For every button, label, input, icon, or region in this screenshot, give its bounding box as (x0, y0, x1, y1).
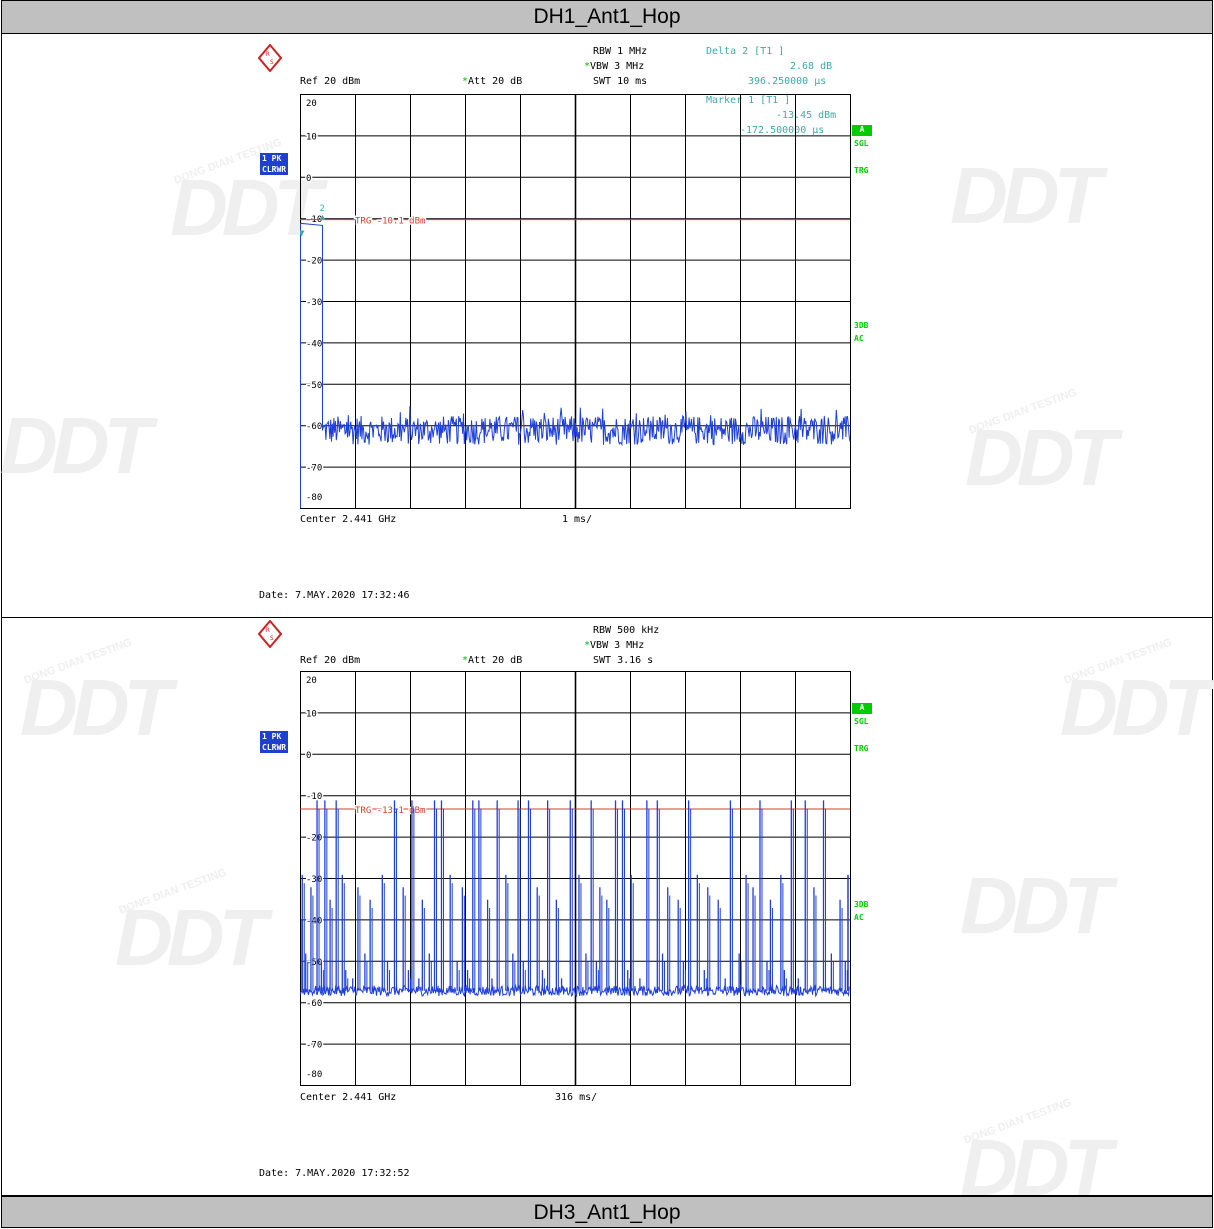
y-tick-label: 10 (306, 132, 317, 142)
trace-line (300, 222, 851, 508)
y-tick-label: -60 (306, 999, 322, 1009)
center-frequency: Center 2.441 GHz (300, 1092, 397, 1103)
y-tick-label: -80 (306, 1070, 322, 1080)
status-sgl: SGL (854, 139, 869, 148)
marker-1 (300, 230, 305, 237)
trace-line (300, 983, 850, 998)
watermark: DONG DIAN TESTING DDT (115, 866, 267, 982)
delta-marker-2-label: 2 (320, 204, 325, 214)
ref-level: Ref 20 dBm (300, 76, 361, 87)
header-dh3: DH3_Ant1_Hop (1, 1196, 1213, 1228)
marker1-label: Marker 1 [T1 ] (706, 95, 791, 106)
watermark: DONG DIAN TESTING DDT (965, 386, 1117, 502)
y-tick-label: -20 (306, 834, 322, 844)
y-tick-label: -70 (306, 464, 322, 474)
watermark: DDT (0, 401, 152, 490)
y-tick-label: -60 (306, 422, 322, 432)
y-tick-label: -50 (306, 381, 322, 391)
y-tick-label: 20 (306, 676, 317, 686)
trigger-label: TRG -13.1 dBm (355, 806, 425, 816)
svg-text:S: S (270, 635, 274, 642)
vbw-setting: *VBW 3 MHz (584, 61, 645, 72)
swt-setting: SWT 3.16 s (593, 655, 654, 666)
trace-badge-1: 1 PK CLRWR (260, 153, 289, 175)
vbw-setting-value: VBW 3 MHz (590, 640, 645, 651)
watermark: DONG DIAN TESTING DDT (1060, 636, 1212, 752)
plot-area-dh3: 20 10 0 -10 -20 -30 -40 -50 -60 -70 -80 TRG -13.1 d… (300, 671, 851, 1086)
date-stamp: Date: 7.MAY.2020 17:32:52 (259, 1168, 410, 1179)
trace-mode-label: 1 PK (262, 732, 282, 741)
watermark: DDT (950, 151, 1102, 240)
status-a-badge: A (852, 703, 872, 714)
status-trg: TRG (854, 744, 869, 753)
y-tick-label: -40 (306, 339, 322, 349)
panel-dh1 (1, 34, 1213, 618)
delta-marker-time: 396.250000 µs (748, 76, 827, 87)
center-frequency: Center 2.441 GHz (300, 514, 397, 525)
delta-marker-level: 2.68 dB (790, 61, 833, 72)
trace-badge-1: 1 PK CLRWR (260, 731, 289, 753)
header-dh1: DH1_Ant1_Hop (1, 0, 1213, 34)
svg-text:R: R (266, 627, 270, 634)
y-tick-label: -30 (306, 298, 322, 308)
status-3db: 3DB (854, 900, 869, 909)
plot-area-dh1: 20 10 0 -10 -20 -30 -40 -50 -60 -70 -80 TRG -10.1 d… (300, 94, 851, 509)
y-tick-label: -20 (306, 257, 322, 267)
header-dh3-title: DH3_Ant1_Hop (533, 1201, 681, 1224)
delta-marker-2 (319, 215, 326, 221)
watermark: DONG DIAN TESTING DDT (960, 1096, 1112, 1212)
trace-clrwr-label: CLRWR (262, 743, 287, 752)
time-per-division: 1 ms/ (562, 514, 593, 525)
y-tick-label: -70 (306, 1041, 322, 1051)
status-3db: 3DB (854, 321, 869, 330)
y-tick-label: 20 (306, 99, 317, 109)
y-tick-label: 10 (306, 709, 317, 719)
trace-mode-label: 1 PK (262, 154, 282, 163)
status-ac: AC (854, 334, 864, 343)
watermark: DONG DIAN TESTING DDT (170, 136, 322, 252)
rs-logo-icon: RS (258, 44, 282, 72)
trace-clrwr-label: CLRWR (262, 165, 287, 174)
y-tick-label: -50 (306, 958, 322, 968)
rbw-setting: RBW 1 MHz (593, 46, 648, 57)
svg-text:S: S (270, 59, 274, 66)
vbw-setting-value: VBW 3 MHz (590, 61, 645, 72)
status-a-badge: A (852, 125, 872, 136)
vbw-setting: *VBW 3 MHz (584, 640, 645, 651)
y-tick-label: -30 (306, 875, 322, 885)
time-per-division: 316 ms/ (555, 1092, 598, 1103)
status-trg: TRG (854, 166, 869, 175)
status-sgl: SGL (854, 717, 869, 726)
rbw-setting: RBW 500 kHz (593, 625, 660, 636)
header-dh1-title: DH1_Ant1_Hop (533, 5, 681, 28)
y-tick-label: 0 (306, 174, 311, 184)
marker1-level: -13.45 dBm (776, 110, 837, 121)
attenuation-value: Att 20 dB (468, 655, 523, 666)
status-ac: AC (854, 913, 864, 922)
svg-text:R: R (266, 51, 270, 58)
watermark: DONG DIAN TESTING DDT (20, 636, 172, 752)
attenuation: *Att 20 dB (462, 655, 523, 666)
ref-level: Ref 20 dBm (300, 655, 361, 666)
swt-setting: SWT 10 ms (593, 76, 648, 87)
rs-logo-icon: RS (258, 620, 282, 648)
trigger-label: TRG -10.1 dBm (355, 217, 425, 227)
y-tick-label: 0 (306, 751, 311, 761)
attenuation: *Att 20 dB (462, 76, 523, 87)
y-tick-label: -80 (306, 493, 322, 503)
y-tick-label: -10 (306, 792, 322, 802)
marker1-time: -172.500000 µs (740, 125, 825, 136)
attenuation-value: Att 20 dB (468, 76, 523, 87)
delta-marker-label: Delta 2 [T1 ] (706, 46, 785, 57)
y-tick-label: -10 (306, 215, 322, 225)
date-stamp: Date: 7.MAY.2020 17:32:46 (259, 590, 410, 601)
watermark: DDT (960, 861, 1112, 950)
y-tick-label: -40 (306, 916, 322, 926)
